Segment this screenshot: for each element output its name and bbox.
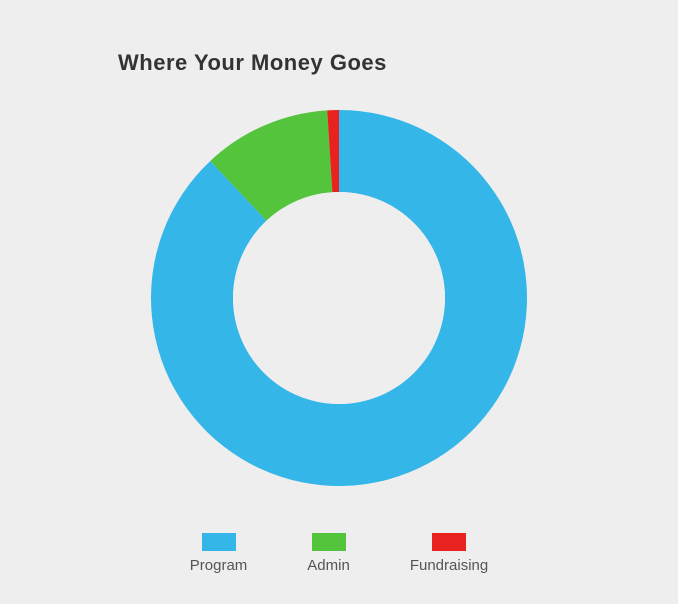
donut-hole	[233, 192, 445, 404]
legend: Program Admin Fundraising	[0, 533, 678, 574]
legend-label-admin: Admin	[307, 557, 350, 574]
legend-swatch-admin	[312, 533, 346, 551]
legend-item-admin: Admin	[307, 533, 350, 574]
donut-chart	[0, 110, 678, 486]
legend-item-fundraising: Fundraising	[410, 533, 488, 574]
legend-item-program: Program	[190, 533, 248, 574]
chart-title: Where Your Money Goes	[118, 50, 387, 76]
legend-label-fundraising: Fundraising	[410, 557, 488, 574]
legend-label-program: Program	[190, 557, 248, 574]
legend-swatch-fundraising	[432, 533, 466, 551]
legend-swatch-program	[202, 533, 236, 551]
